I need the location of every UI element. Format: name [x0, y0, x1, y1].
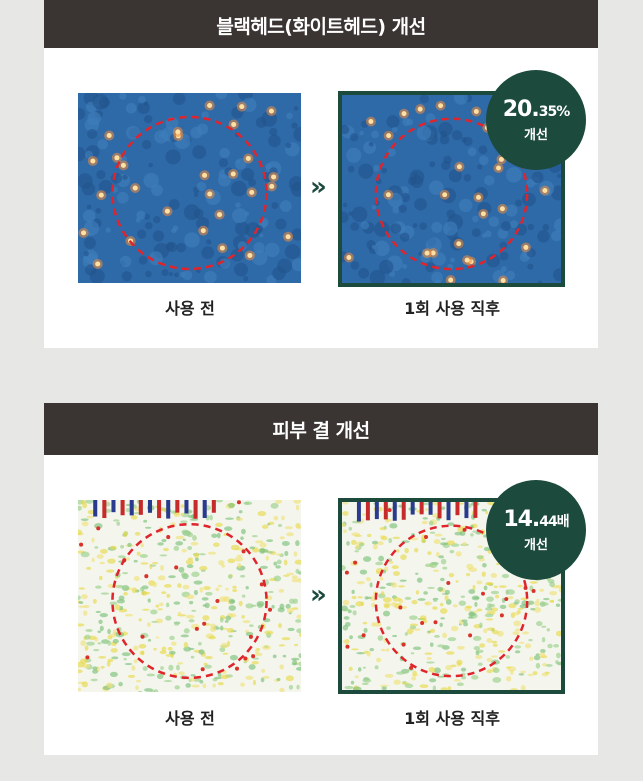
- badge-value-decimal: 44배: [539, 514, 569, 530]
- badge-value-decimal: 35%: [538, 104, 571, 120]
- arrow-right-icon: »: [310, 580, 327, 610]
- badge-value: 20.: [502, 97, 540, 122]
- improvement-badge: 20.35% 개선: [486, 70, 586, 170]
- badge-subtitle: 개선: [524, 128, 548, 143]
- section-title: 블랙헤드(화이트헤드) 개선: [216, 15, 426, 38]
- badge-value: 14.: [503, 507, 540, 532]
- after-label: 1회 사용 직후: [404, 299, 500, 318]
- before-label: 사용 전: [165, 709, 215, 728]
- improvement-badge: 14.44배 개선: [486, 480, 586, 580]
- section-header-texture: 피부 결 개선: [44, 403, 598, 455]
- blackhead-before-image: [78, 93, 301, 283]
- section-header-blackhead: 블랙헤드(화이트헤드) 개선: [44, 0, 598, 50]
- section-title: 피부 결 개선: [272, 419, 370, 442]
- texture-before-image: [78, 500, 301, 692]
- arrow-right-icon: »: [310, 172, 327, 202]
- before-label: 사용 전: [165, 299, 215, 318]
- badge-subtitle: 개선: [524, 538, 548, 553]
- after-label: 1회 사용 직후: [404, 709, 500, 728]
